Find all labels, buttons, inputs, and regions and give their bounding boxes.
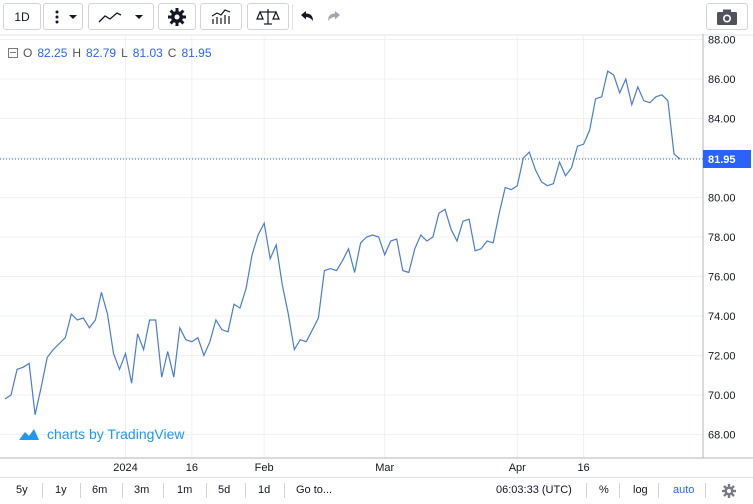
close-value: 81.95: [181, 46, 212, 60]
price-series-line: [4, 70, 681, 415]
grid: [0, 34, 703, 458]
last-price-label: 81.95: [708, 154, 736, 166]
indicators-icon: [211, 8, 231, 24]
bottom-toolbar: 5y 1y 6m 3m 1m 5d 1d Go to... 06:03:33 (…: [0, 477, 753, 504]
price-chart[interactable]: 68.0070.0072.0074.0076.0078.0080.0082.00…: [0, 34, 753, 477]
log-toggle[interactable]: log: [633, 484, 648, 496]
settings-icon: [168, 7, 186, 26]
divider: [206, 483, 207, 498]
open-value: 82.25: [37, 46, 68, 60]
time-axis[interactable]: 2024 16 Feb Mar Apr 16: [113, 462, 589, 474]
percent-toggle[interactable]: %: [599, 484, 609, 496]
range-1m[interactable]: 1m: [177, 484, 193, 496]
time-tick-label: Apr: [509, 462, 526, 474]
chart-settings-icon[interactable]: [721, 483, 737, 499]
price-tick-label: 72.00: [708, 351, 736, 363]
price-tick-label: 84.00: [708, 114, 736, 126]
dropdown-icon: [135, 14, 143, 19]
indicators-button[interactable]: [200, 3, 242, 30]
time-tick-label: 16: [186, 462, 198, 474]
price-tick-label: 86.00: [708, 74, 736, 86]
branding-text: charts by TradingView: [47, 426, 185, 442]
divider: [619, 483, 620, 498]
high-label: H: [72, 46, 82, 60]
time-tick-label: 2024: [113, 462, 137, 474]
compare-button[interactable]: [247, 3, 289, 30]
more-menu-button[interactable]: [43, 3, 83, 30]
high-value: 82.79: [86, 46, 117, 60]
ohlc-legend: O 82.25 H 82.79 L 81.03 C 81.95: [8, 46, 212, 60]
divider: [705, 483, 706, 498]
tradingview-logo-icon: [19, 429, 39, 440]
goto-button[interactable]: Go to...: [296, 484, 333, 496]
compare-icon: [256, 8, 280, 25]
interval-button[interactable]: 1D: [3, 3, 41, 30]
last-price-layer: 81.95: [0, 149, 751, 168]
utc-clock[interactable]: 06:03:33 (UTC): [496, 484, 572, 496]
more-vert-icon: [55, 10, 77, 23]
tradingview-branding[interactable]: charts by TradingView: [18, 426, 184, 442]
range-1d[interactable]: 1d: [258, 484, 271, 496]
time-tick-label: Mar: [375, 462, 394, 474]
redo-icon: [327, 10, 340, 21]
divider: [80, 483, 81, 498]
range-3m[interactable]: 3m: [134, 484, 150, 496]
price-tick-label: 68.00: [708, 430, 736, 442]
low-value: 81.03: [132, 46, 163, 60]
range-1y[interactable]: 1y: [55, 484, 67, 496]
toolbar-divider: [292, 4, 293, 30]
price-tick-label: 78.00: [708, 232, 736, 244]
divider: [163, 483, 164, 498]
time-tick-label: Feb: [255, 462, 274, 474]
divider: [284, 483, 285, 498]
camera-icon: [717, 9, 737, 25]
price-tick-label: 88.00: [708, 35, 736, 47]
top-toolbar: 1D: [0, 0, 753, 34]
price-tick-label: 70.00: [708, 390, 736, 402]
price-tick-label: 74.00: [708, 311, 736, 323]
divider: [245, 483, 246, 498]
undo-icon: [300, 10, 313, 21]
divider: [658, 483, 659, 498]
open-label: O: [23, 46, 33, 60]
series-layer: [4, 70, 681, 415]
divider: [122, 483, 123, 498]
last-price-badge: [703, 149, 751, 168]
snapshot-button[interactable]: [706, 3, 748, 30]
auto-scale-toggle[interactable]: auto: [673, 484, 695, 496]
redo-button[interactable]: [321, 3, 346, 30]
range-6m[interactable]: 6m: [92, 484, 108, 496]
divider: [586, 483, 587, 498]
range-5d[interactable]: 5d: [218, 484, 231, 496]
price-axis[interactable]: 68.0070.0072.0074.0076.0078.0080.0082.00…: [708, 35, 736, 442]
close-label: C: [167, 46, 177, 60]
range-5y[interactable]: 5y: [16, 484, 28, 496]
price-tick-label: 76.00: [708, 272, 736, 284]
line-chart-icon: [98, 11, 143, 22]
low-label: L: [121, 46, 128, 60]
interval-label: 1D: [14, 9, 30, 24]
time-tick-label: 16: [577, 462, 589, 474]
settings-button[interactable]: [158, 3, 196, 30]
undo-button[interactable]: [294, 3, 319, 30]
collapse-icon[interactable]: [8, 48, 18, 58]
chart-style-button[interactable]: [88, 3, 154, 30]
price-tick-label: 80.00: [708, 193, 736, 205]
divider: [42, 483, 43, 498]
